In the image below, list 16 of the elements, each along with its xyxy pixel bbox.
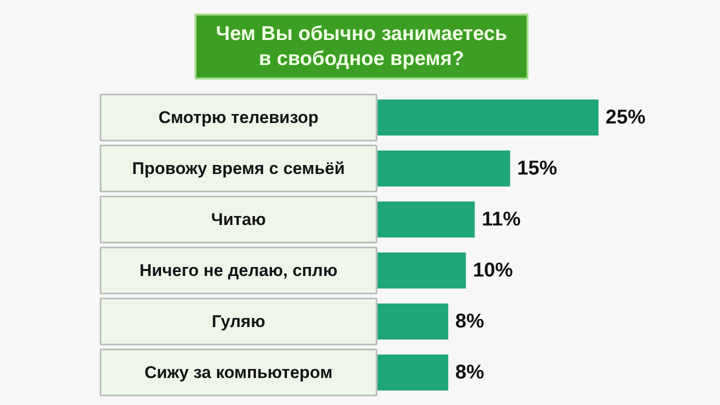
data-label: 8% xyxy=(455,362,484,384)
y-tick-label: Сижу за компьютером xyxy=(144,363,333,382)
data-label: 10% xyxy=(472,260,514,282)
bar xyxy=(378,304,448,340)
bar xyxy=(378,252,466,288)
data-label: 11% xyxy=(482,208,521,230)
y-tick-label: Ничего не делаю, сплю xyxy=(140,261,338,280)
chart-title: Чем Вы обычно занимаетесь в свободное время? xyxy=(216,23,508,70)
y-tick-label: Смотрю телевизор xyxy=(158,108,319,127)
data-label: 8% xyxy=(455,310,484,332)
y-tick-label: Гуляю xyxy=(212,312,266,331)
data-label: 25% xyxy=(606,106,646,128)
data-label: 15% xyxy=(517,158,558,180)
y-tick-label: Читаю xyxy=(211,210,266,229)
bar xyxy=(378,354,448,390)
y-tick-label: Провожу время с семьёй xyxy=(132,159,345,178)
